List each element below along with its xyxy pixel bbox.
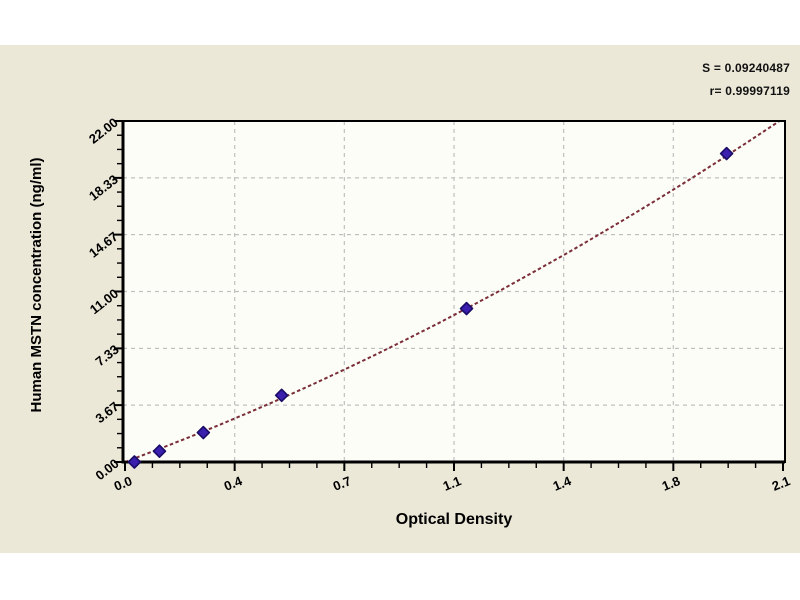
data-point	[459, 301, 474, 316]
data-point	[152, 444, 167, 458]
data-point	[274, 388, 289, 403]
axis-ticks	[114, 120, 784, 471]
fit-curve	[124, 122, 780, 461]
grid-lines	[123, 121, 785, 462]
data-points	[127, 146, 734, 469]
stat-correlation: r= 0.99997119	[709, 84, 790, 98]
stat-std-error: S = 0.09240487	[702, 61, 790, 75]
y-axis-title: Human MSTN concentration (ng/ml)	[28, 157, 45, 413]
data-point	[196, 425, 211, 440]
data-point	[127, 455, 142, 469]
data-point	[719, 146, 734, 161]
x-axis-title: Optical Density	[395, 511, 513, 528]
